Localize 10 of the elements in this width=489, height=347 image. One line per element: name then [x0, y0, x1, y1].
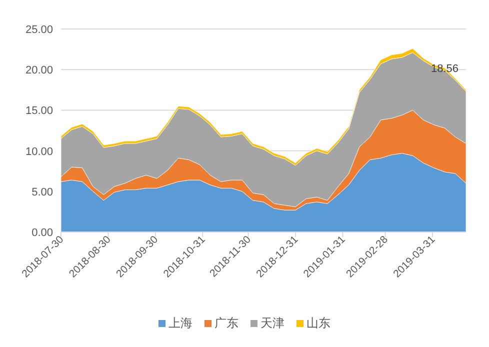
y-tick-label: 0.00 [32, 227, 53, 239]
y-tick-label: 10.00 [25, 146, 53, 158]
legend-label: 广东 [214, 316, 238, 330]
legend-label: 上海 [168, 316, 192, 330]
legend-label: 天津 [260, 316, 284, 330]
y-tick-label: 15.00 [25, 105, 53, 118]
legend-label: 山东 [306, 316, 330, 330]
y-tick-label: 5.00 [32, 186, 53, 198]
y-tick-label: 25.00 [25, 24, 53, 36]
y-tick-label: 20.00 [25, 64, 53, 77]
